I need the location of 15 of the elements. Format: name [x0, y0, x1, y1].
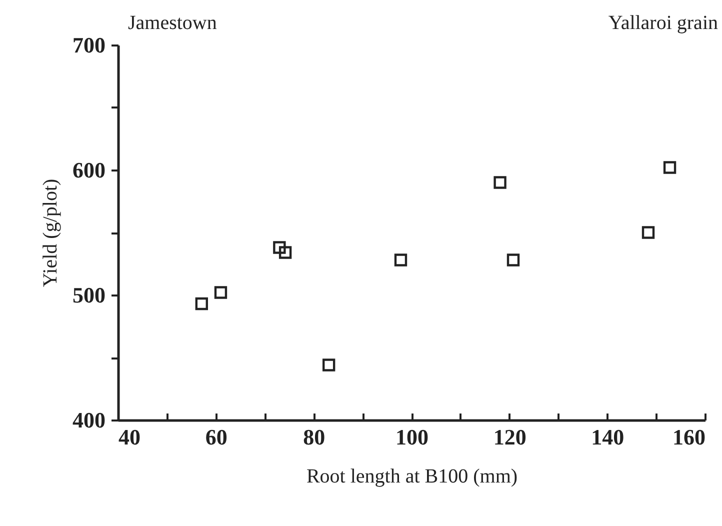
x-tick-label: 120 — [493, 424, 526, 450]
y-tick-label: 400 — [72, 408, 106, 432]
y-axis-title: Yield (g/plot) — [40, 178, 62, 288]
x-tick-label: 160 — [672, 424, 706, 450]
x-axis-title: Root length at B100 (mm) — [306, 466, 518, 488]
x-tick-label: 140 — [591, 424, 624, 450]
text: Yallaroi grain — [608, 12, 718, 35]
y-tick-label: 500 — [72, 282, 106, 308]
y-tick-label: 700 — [72, 32, 106, 58]
x-tick-label: 80 — [303, 424, 326, 450]
text: Jamestown — [128, 12, 217, 35]
x-tick-label: 40 — [118, 424, 140, 450]
x-tick-label: 60 — [205, 424, 228, 450]
x-tick-label: 100 — [396, 424, 428, 450]
y-tick-label: 600 — [72, 158, 106, 182]
